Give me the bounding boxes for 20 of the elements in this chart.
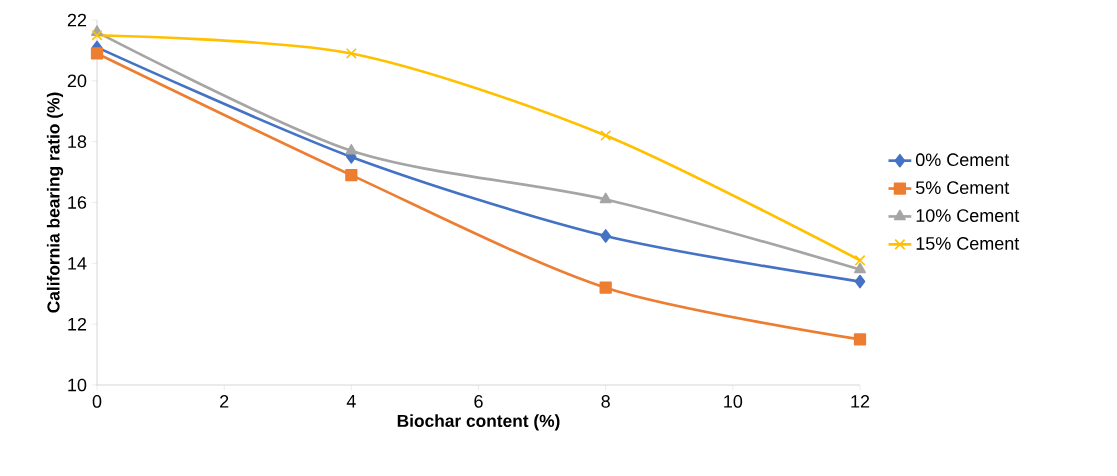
legend-label: 5% Cement [915,181,1010,194]
x-tick-label: 4 [346,395,356,408]
x-tick-label: 10 [724,395,743,408]
y-tick-label: 20 [67,74,87,88]
legend-label: 0% Cement [915,153,1010,167]
x-tick-label: 12 [851,395,870,408]
y-tick-label: 12 [68,317,87,331]
legend-label: 10% Cement [916,209,1020,222]
y-tick-label: 14 [68,257,87,270]
x-tick-label: 8 [601,395,610,408]
y-tick-label: 16 [68,196,87,209]
y-tick-label: 10 [68,378,87,392]
y-tick-label: 18 [68,135,87,149]
y-axis-title: California bearing ratio (%) [46,92,64,313]
x-tick-label: 2 [220,395,229,408]
x-axis-title: Biochar content (%) [397,414,560,431]
x-tick-label: 6 [474,395,483,408]
y-tick-label: 22 [67,13,87,27]
legend-label: 15% Cement [916,237,1020,250]
x-tick-label: 0 [92,395,102,408]
